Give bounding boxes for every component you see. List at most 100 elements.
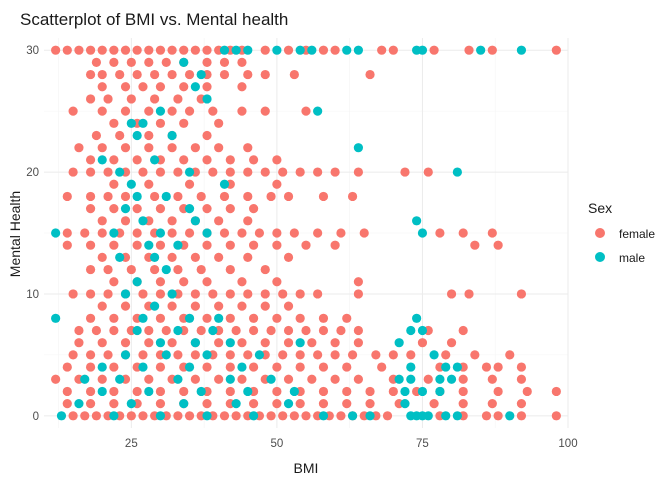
point-female (126, 94, 136, 104)
point-female (109, 325, 119, 336)
point-female (342, 313, 352, 323)
point-female (138, 82, 148, 92)
point-female (138, 167, 148, 177)
point-female (68, 350, 78, 360)
point-male (406, 325, 416, 336)
point-female (132, 69, 142, 80)
point-female (126, 57, 136, 67)
point-female (214, 338, 224, 348)
point-female (173, 411, 183, 421)
point-female (184, 106, 195, 116)
point-female (51, 45, 61, 55)
point-male (406, 374, 416, 384)
point-male (150, 155, 160, 165)
point-male (126, 179, 136, 189)
point-female (202, 45, 212, 55)
point-female (155, 82, 166, 92)
point-female (243, 167, 253, 177)
point-male (144, 240, 154, 250)
point-female (278, 350, 288, 360)
point-female (62, 362, 72, 372)
point-female (272, 399, 282, 409)
legend-key-female (595, 228, 605, 238)
point-female (74, 45, 84, 55)
point-male (161, 350, 171, 360)
point-female (377, 45, 387, 55)
point-female (347, 350, 358, 360)
point-female (97, 301, 107, 311)
point-female (493, 386, 503, 397)
point-male (120, 204, 131, 214)
point-male (243, 386, 253, 397)
point-female (85, 350, 96, 360)
point-male (150, 301, 160, 311)
point-female (400, 167, 410, 177)
point-female (132, 228, 142, 238)
point-male (307, 45, 317, 55)
x-tick-label: 25 (125, 438, 138, 450)
point-female (388, 45, 398, 55)
point-female (202, 155, 212, 165)
point-female (516, 289, 527, 299)
point-female (516, 411, 527, 421)
point-female (342, 399, 352, 409)
point-female (173, 264, 183, 275)
point-male (225, 374, 235, 384)
point-female (458, 386, 468, 397)
point-female (85, 94, 96, 104)
point-female (237, 82, 247, 92)
x-axis-title: BMI (294, 460, 319, 476)
legend-label-female: female (619, 227, 655, 241)
point-female (295, 362, 305, 372)
point-female (237, 57, 247, 67)
point-female (173, 94, 183, 104)
point-male (120, 350, 131, 360)
point-male (412, 313, 422, 323)
point-female (62, 191, 72, 202)
point-female (97, 216, 107, 226)
point-female (115, 69, 125, 80)
point-female (155, 167, 166, 177)
point-female (155, 277, 166, 287)
point-female (91, 411, 101, 421)
point-female (283, 252, 294, 262)
point-female (260, 301, 270, 311)
point-female (120, 82, 131, 92)
point-female (266, 325, 276, 336)
point-female (132, 240, 142, 250)
point-female (179, 386, 189, 397)
point-female (167, 45, 177, 55)
point-female (97, 338, 107, 348)
point-female (353, 277, 363, 287)
point-female (202, 277, 212, 287)
point-female (132, 386, 142, 397)
point-female (260, 167, 270, 177)
point-male (365, 411, 375, 421)
point-female (167, 106, 177, 116)
point-male (295, 45, 305, 55)
point-female (388, 350, 398, 360)
point-female (446, 289, 457, 299)
point-male (394, 338, 404, 348)
point-female (487, 374, 497, 384)
point-male (155, 411, 166, 421)
point-female (179, 155, 189, 165)
point-female (144, 130, 154, 141)
point-female (283, 301, 294, 311)
point-female (243, 69, 253, 80)
point-female (120, 191, 131, 202)
point-female (225, 204, 235, 214)
point-female (179, 118, 189, 128)
point-female (353, 325, 363, 336)
point-female (371, 350, 381, 360)
point-male (138, 362, 148, 372)
point-male (179, 57, 189, 67)
point-female (307, 374, 317, 384)
point-male (202, 411, 212, 421)
point-female (144, 179, 154, 189)
point-female (103, 94, 113, 104)
point-male (126, 399, 136, 409)
point-female (91, 57, 101, 67)
point-female (272, 277, 282, 287)
point-female (208, 289, 218, 299)
